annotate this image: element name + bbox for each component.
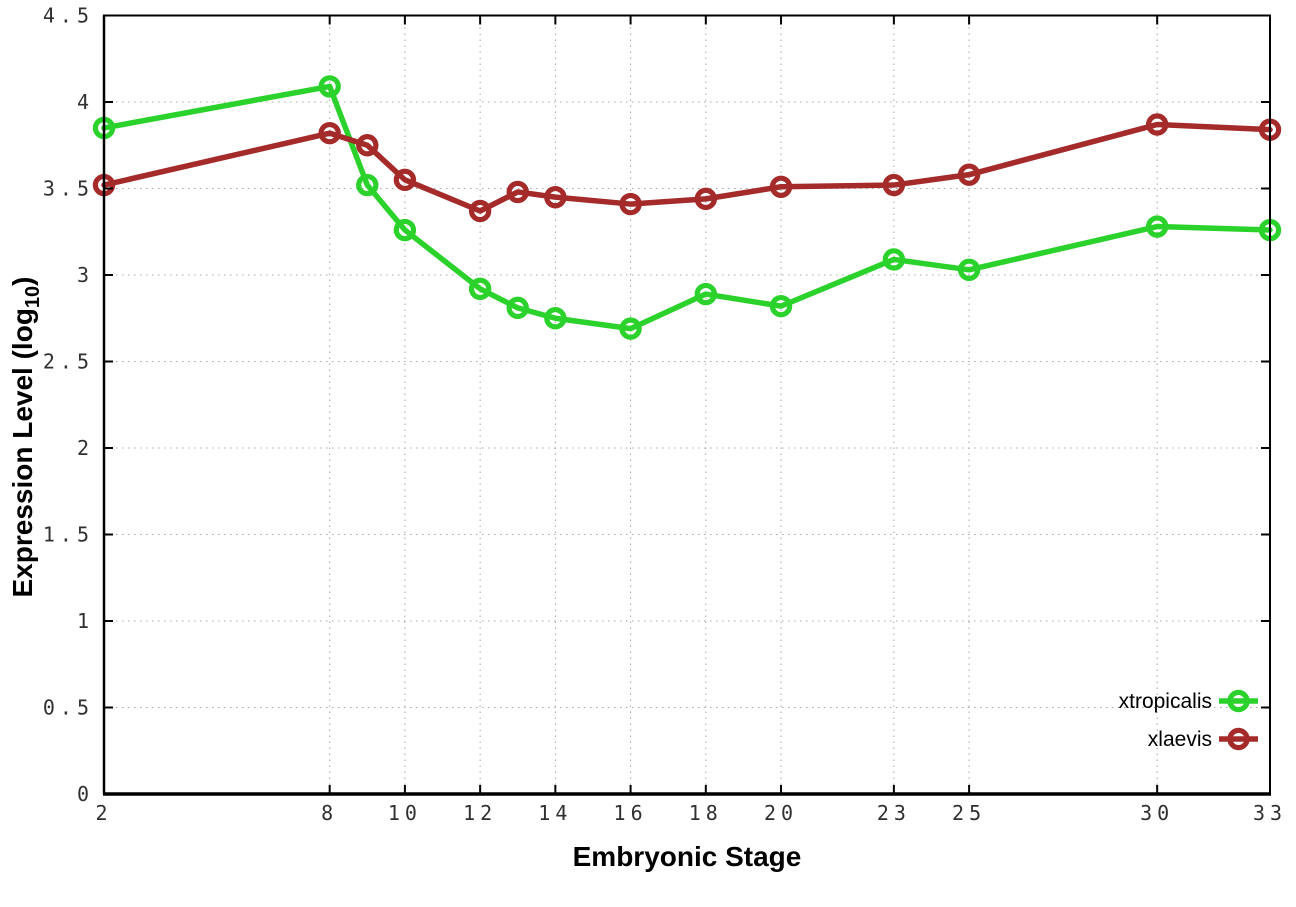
- legend: xtropicalis xlaevis: [1119, 689, 1258, 751]
- y-axis-title: Expression Level (log10): [7, 277, 44, 598]
- x-tick-label: 8: [321, 801, 338, 825]
- x-tick-label: 33: [1253, 801, 1287, 825]
- x-tick-label: 14: [538, 801, 572, 825]
- series-xtropicalis-marker: [694, 282, 718, 306]
- series-xlaevis: [92, 113, 1282, 223]
- legend-item-xtropicalis: xtropicalis: [1119, 689, 1258, 713]
- grid-layer: [103, 15, 1271, 795]
- series-xtropicalis-line: [101, 83, 1273, 332]
- series-xlaevis-marker: [468, 199, 492, 223]
- series-layer: [92, 75, 1282, 340]
- series-xlaevis-marker: [694, 187, 718, 211]
- x-tick-label: 25: [952, 801, 986, 825]
- x-tick-label: 18: [689, 801, 723, 825]
- series-xtropicalis-marker: [356, 173, 379, 197]
- legend-marker: [1227, 689, 1250, 713]
- series-xlaevis-marker: [957, 163, 981, 186]
- x-tick-label: 23: [877, 801, 911, 825]
- x-tick-label: 20: [764, 801, 798, 825]
- x-tick-label: 10: [388, 801, 422, 825]
- y-tick-label: 0.5: [43, 696, 94, 720]
- series-xtropicalis-marker: [468, 277, 492, 301]
- y-tick-label: 1: [77, 609, 94, 633]
- series-xlaevis-marker: [318, 121, 341, 145]
- y-tick-label: 0: [77, 782, 94, 806]
- series-xtropicalis-marker: [544, 307, 567, 330]
- x-tick-label: 16: [614, 801, 648, 825]
- series-xlaevis-marker: [769, 175, 793, 198]
- tick-layer: 2 8 10 12 14 16 18 20 23 25 30 33 0 0.5 1 1.5 2 2.5 3 3.5 4 4…: [43, 4, 1287, 826]
- series-xtropicalis: [92, 75, 1282, 340]
- y-axis-title-part: ): [7, 277, 38, 286]
- y-tick-label: 4: [77, 90, 94, 114]
- series-xtropicalis-marker: [619, 317, 642, 340]
- series-xtropicalis-marker: [957, 258, 981, 282]
- x-tick-label: 30: [1140, 801, 1174, 825]
- y-tick-label: 2: [77, 436, 94, 460]
- y-tick-label: 4.5: [43, 4, 94, 28]
- y-axis-title-part: 10: [22, 286, 44, 308]
- series-xlaevis-marker: [882, 173, 906, 197]
- series-xtropicalis-marker: [506, 296, 529, 320]
- legend-label: xlaevis: [1148, 728, 1212, 751]
- series-xlaevis-marker: [1145, 113, 1169, 136]
- y-tick-label: 2.5: [43, 350, 94, 374]
- series-xtropicalis-marker: [393, 218, 417, 242]
- series-xlaevis-marker: [506, 180, 529, 204]
- y-axis-title-part: Expression Level (log: [7, 308, 38, 597]
- series-xlaevis-marker: [619, 192, 642, 216]
- x-axis-title: Embryonic Stage: [573, 841, 802, 872]
- legend-label: xtropicalis: [1119, 690, 1212, 713]
- series-xlaevis-marker: [356, 134, 379, 157]
- legend-item-xlaevis: xlaevis: [1148, 727, 1258, 751]
- series-xlaevis-marker: [393, 168, 417, 192]
- series-xtropicalis-marker: [882, 248, 906, 271]
- x-tick-label: 12: [463, 801, 497, 825]
- plot-frame: [102, 14, 1271, 796]
- series-xlaevis-marker: [544, 185, 567, 209]
- y-tick-label: 1.5: [43, 523, 94, 547]
- x-tick-label: 2: [95, 801, 112, 825]
- series-xtropicalis-marker: [318, 75, 341, 98]
- legend-marker: [1227, 727, 1250, 751]
- series-xtropicalis-marker: [1145, 215, 1169, 238]
- y-tick-label: 3.5: [43, 177, 94, 201]
- plot-border: [103, 14, 1271, 795]
- series-xlaevis-line: [101, 121, 1273, 214]
- series-xtropicalis-marker: [769, 294, 793, 318]
- y-tick-label: 3: [77, 263, 94, 287]
